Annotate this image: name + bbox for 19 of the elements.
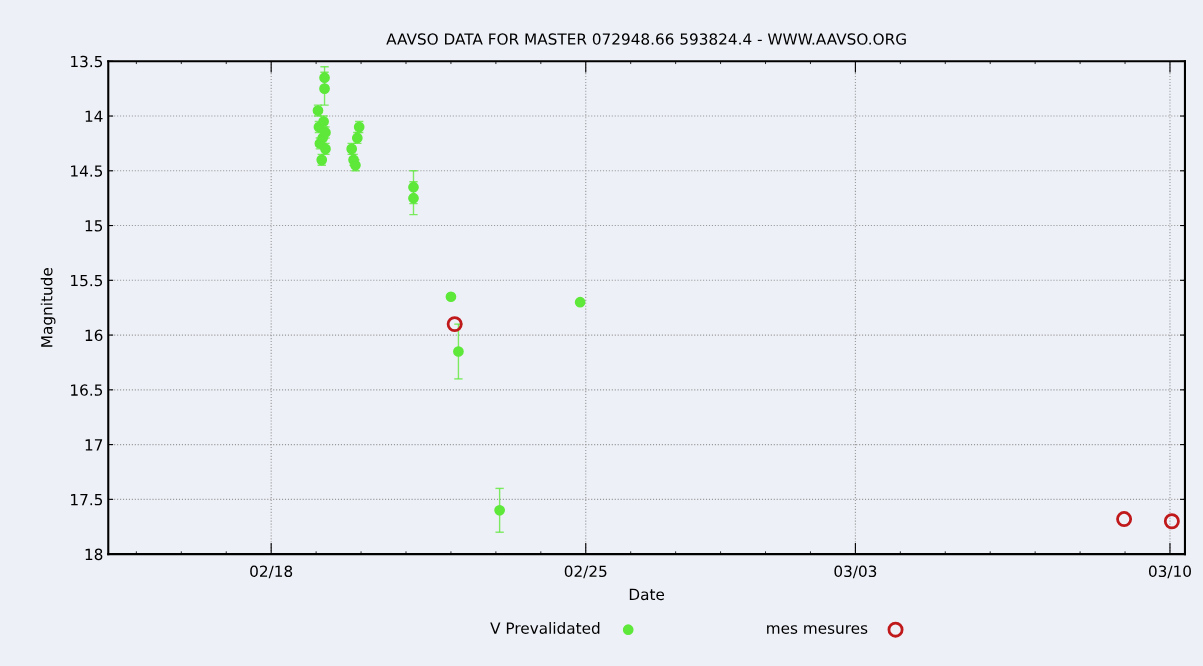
x-tick-label: 03/03 — [834, 565, 877, 579]
x-axis-title: Date — [629, 588, 665, 601]
y-tick-label: 17 — [85, 439, 103, 451]
x-tick-label: 03/10 — [1148, 565, 1191, 579]
y-tick-label: 15 — [85, 220, 103, 232]
y-tick-label: 18 — [85, 548, 103, 561]
y-tick-label: 16 — [85, 329, 103, 342]
x-tick-label: 02/25 — [564, 565, 607, 579]
y-tick-label: 13.5 — [71, 55, 103, 68]
chart-title: AAVSO DATA FOR MASTER 072948.66 593824.4 - WWW.AAVSO.ORG — [386, 33, 906, 45]
y-tick-label: 16.5 — [71, 384, 103, 396]
legend-label: V Prevalidated — [490, 622, 600, 634]
y-tick-label: 14 — [85, 110, 103, 122]
y-tick-label: 14.5 — [71, 165, 103, 177]
legend-label: mes mesures — [767, 625, 868, 634]
y-tick-label: 17.5 — [71, 494, 103, 506]
x-tick-label: 02/18 — [250, 565, 293, 579]
y-tick-label: 15.5 — [71, 274, 103, 287]
y-axis-title: Magnitude — [40, 268, 56, 347]
